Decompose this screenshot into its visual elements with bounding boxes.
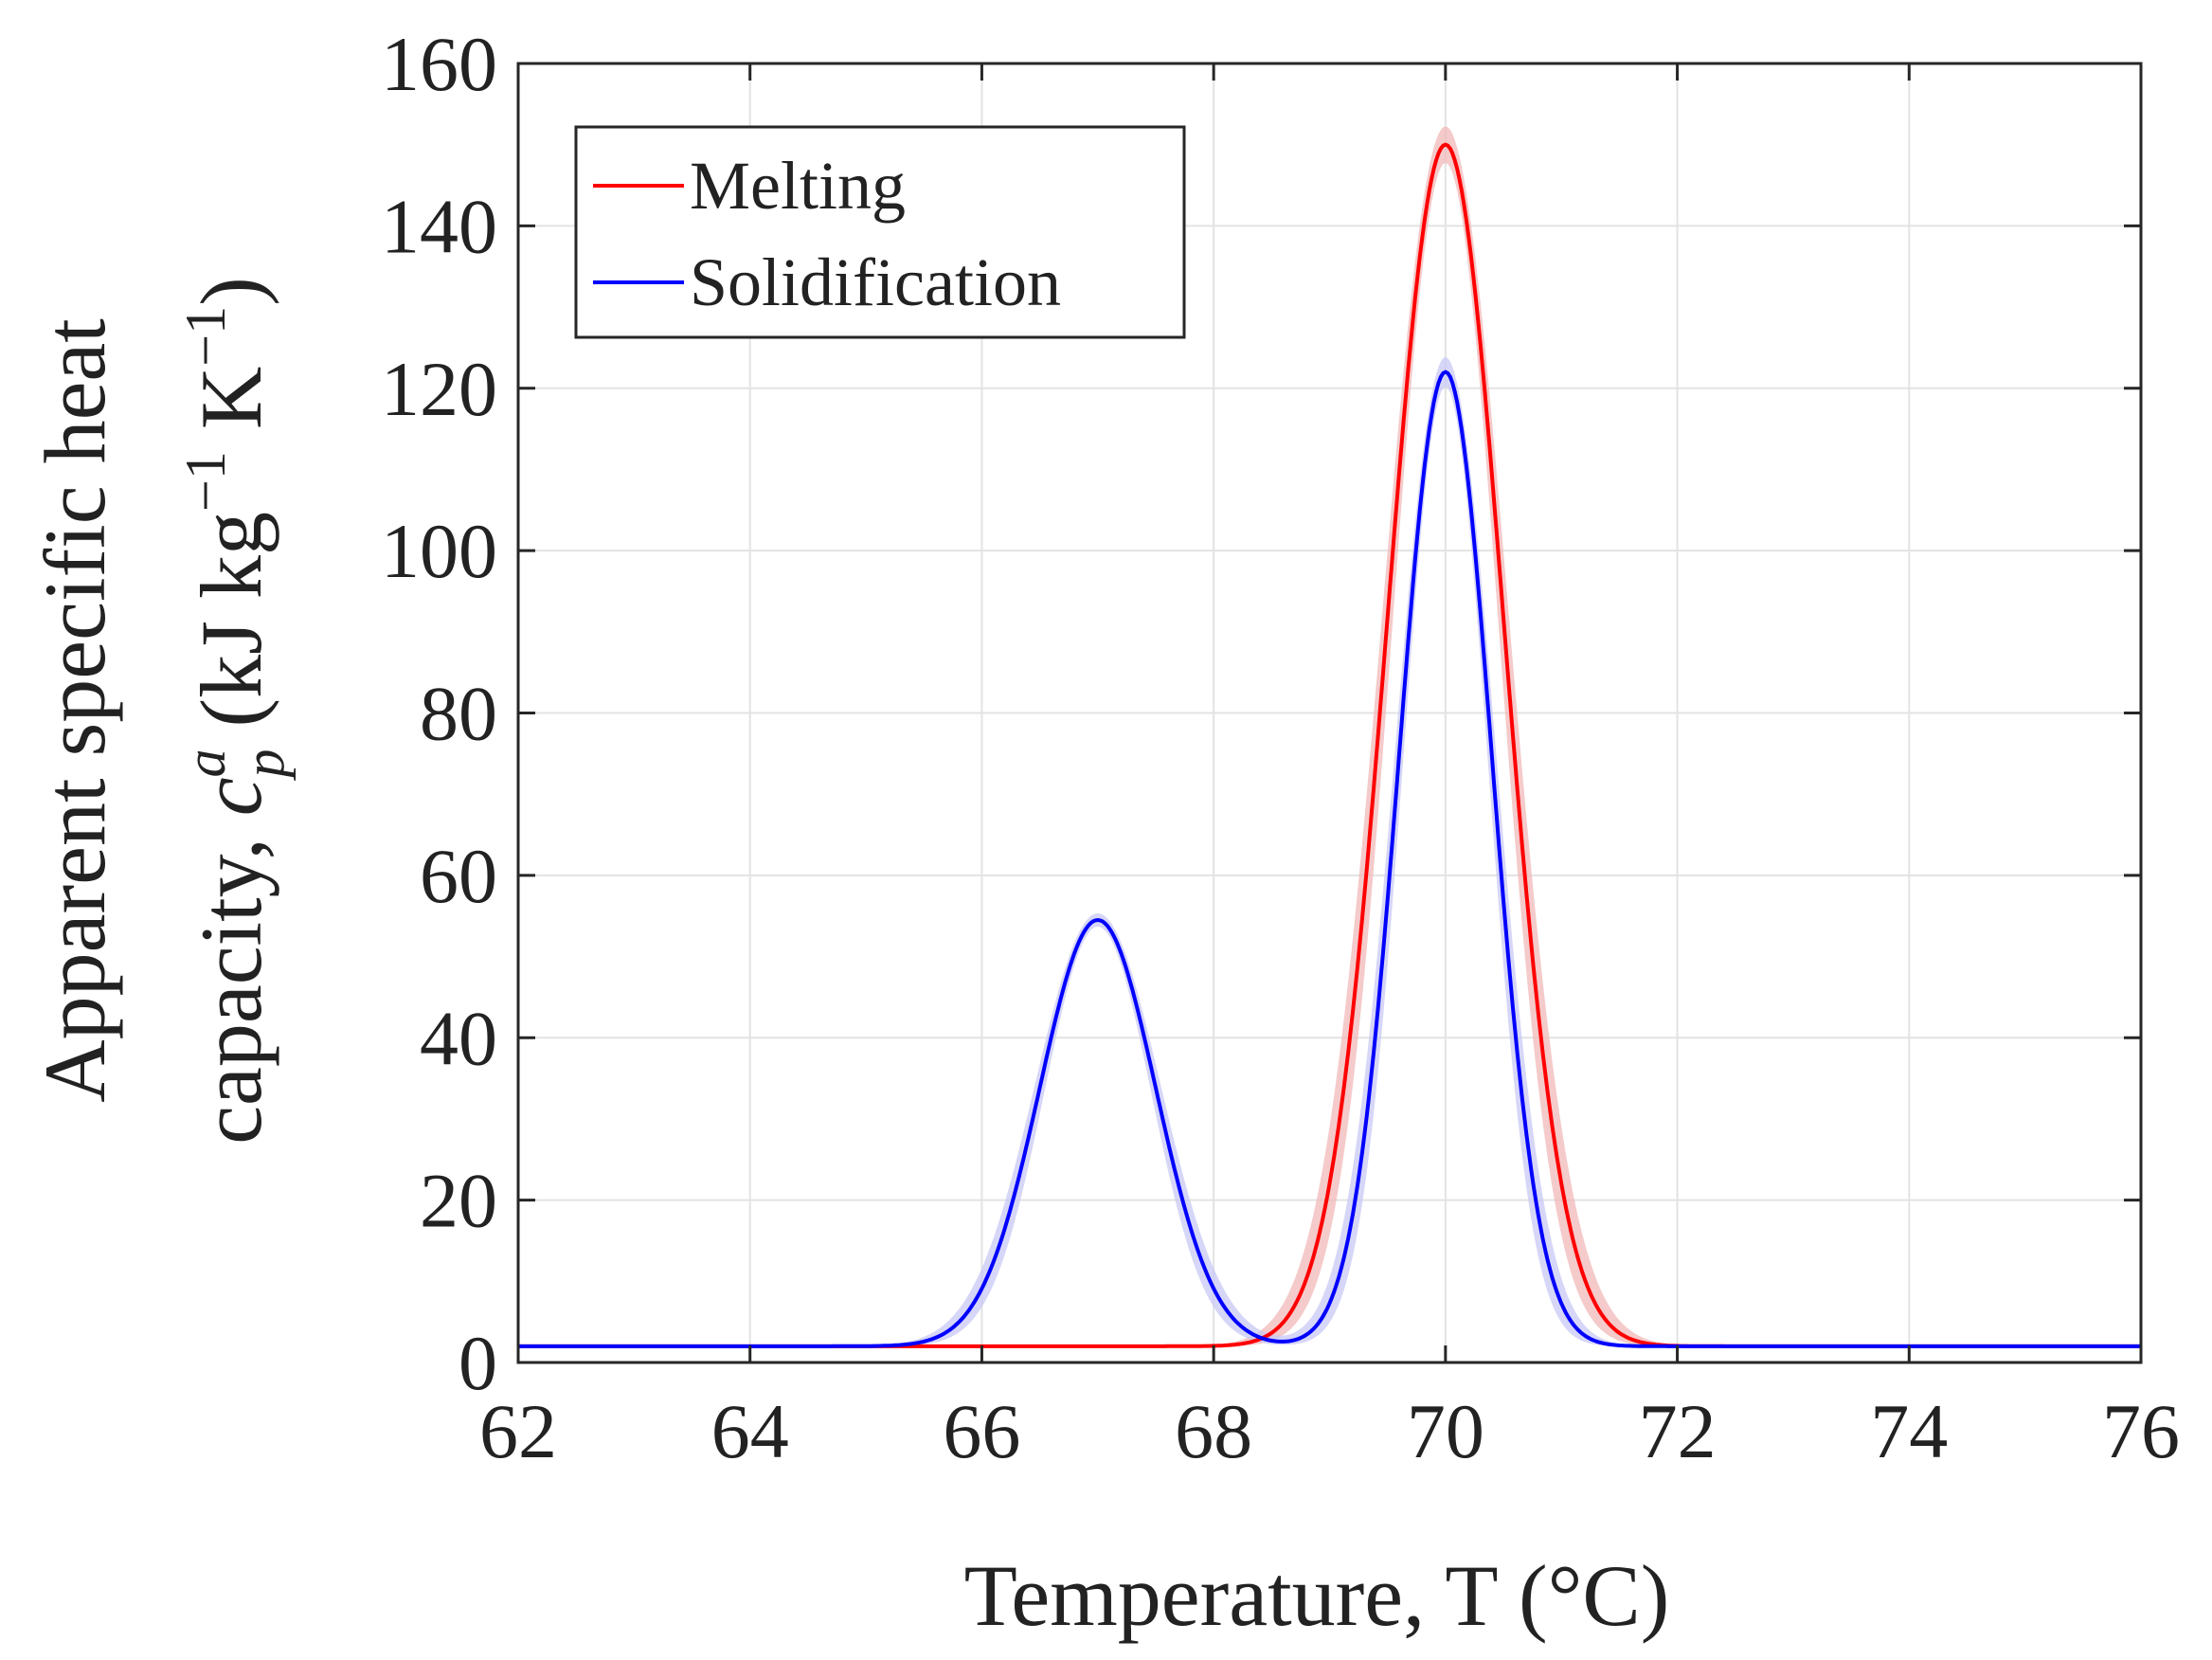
x-tick-label-62: 62 [479,1388,557,1474]
y-tick-label-120: 120 [381,346,497,432]
series-lines [518,142,2141,1348]
x-tick-label-66: 66 [943,1388,1020,1474]
y-axis-title-line2: capacity, cap (kJ kg−1 K−1) [174,277,296,1145]
y-label-symbol-sub: p [233,749,296,781]
y-label-units-close: ) [183,277,279,306]
y-label-units-exp1: −1 [174,451,237,512]
y-label-units-exp2: −1 [174,306,237,367]
y-tick-label-40: 40 [420,995,497,1081]
x-tick-label-68: 68 [1175,1388,1252,1474]
y-tick-label-60: 60 [420,833,497,919]
y-tick-label-0: 0 [459,1320,497,1406]
y-tick-label-160: 160 [381,21,497,107]
axis-ticks: 62 64 66 68 70 72 74 76 0 20 40 60 80 100 120 140 160 [381,21,2180,1474]
y-axis-title: Apparent specific heat [27,318,123,1103]
x-axis-title: Temperature, T (°C) [964,1547,1670,1644]
y-tick-label-80: 80 [420,671,497,757]
x-tick-label-74: 74 [1870,1388,1948,1474]
legend-label-solidification: Solidification [690,244,1061,320]
y-label-units-mid: K [183,367,279,451]
y-tick-label-140: 140 [381,183,497,269]
y-label-symbol-sup: a [174,749,237,777]
x-tick-label-72: 72 [1639,1388,1717,1474]
x-tick-label-64: 64 [711,1388,789,1474]
x-tick-label-76: 76 [2102,1388,2180,1474]
y-label-symbol: c [183,777,279,816]
series-line-solidification [518,370,2141,1348]
y-axis-title-line2-group: capacity, cap (kJ kg−1 K−1) [174,277,296,1145]
x-tick-label-70: 70 [1407,1388,1484,1474]
legend-box [574,125,1186,339]
y-tick-label-20: 20 [420,1158,497,1244]
y-axis-title-line1: Apparent specific heat [27,318,123,1103]
y-label-prefix: capacity, [183,816,279,1144]
y-tick-label-100: 100 [381,508,497,594]
legend: Melting Solidification [574,125,1186,339]
legend-label-melting: Melting [690,148,906,224]
y-label-units-open: (kJ kg [183,512,279,749]
